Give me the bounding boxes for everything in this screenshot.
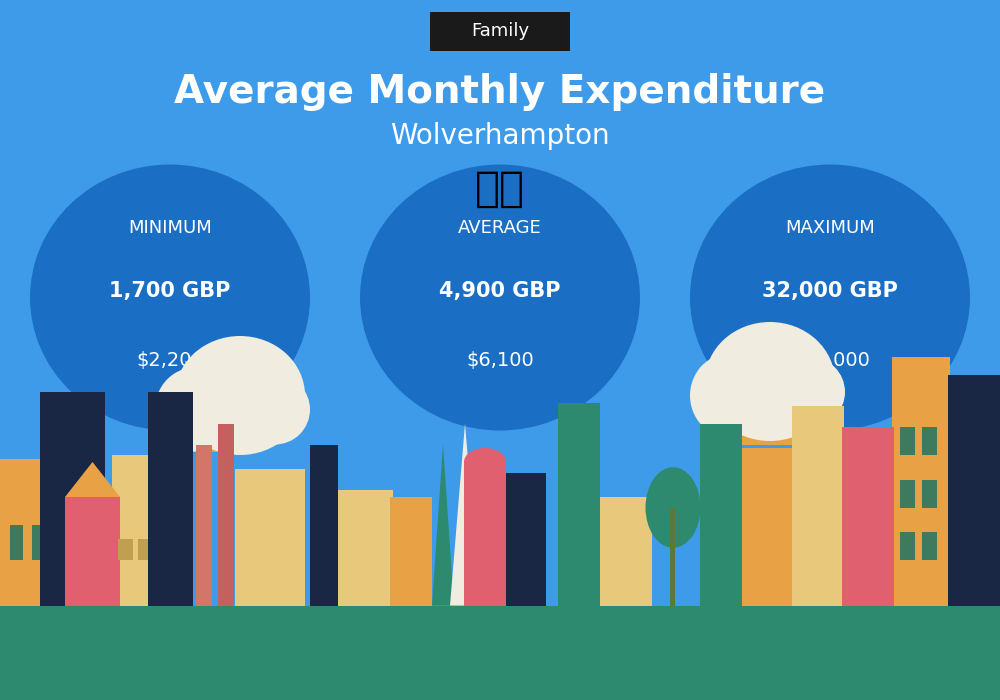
Bar [900,427,915,455]
Text: 1,700 GBP: 1,700 GBP [109,281,231,300]
Bar [185,360,250,452]
Bar [218,424,234,606]
Text: 32,000 GBP: 32,000 GBP [762,281,898,300]
Polygon shape [450,424,480,606]
Bar [922,480,937,508]
Polygon shape [65,462,120,497]
Bar [922,427,937,455]
Bar [900,480,915,508]
Bar [670,508,675,606]
Bar [842,427,894,606]
Bar [390,497,432,606]
Bar [900,532,915,560]
FancyBboxPatch shape [430,12,570,51]
Bar [922,532,937,560]
Bar [600,497,652,606]
Bar [892,357,950,606]
Bar [948,374,1000,606]
Text: $2,200: $2,200 [136,351,204,370]
Bar [700,424,742,606]
Polygon shape [432,444,454,606]
Bar [112,455,167,606]
Bar [148,392,193,606]
Ellipse shape [646,468,700,547]
Ellipse shape [705,322,835,441]
Ellipse shape [30,164,310,430]
Ellipse shape [464,448,506,476]
Bar [32,525,45,560]
Bar [464,462,506,606]
Bar [742,448,794,606]
Ellipse shape [775,357,845,427]
Text: Average Monthly Expenditure: Average Monthly Expenditure [174,74,826,111]
Bar [10,525,23,560]
Ellipse shape [690,164,970,430]
Text: MINIMUM: MINIMUM [128,218,212,237]
Bar [138,539,153,560]
Ellipse shape [360,164,640,430]
Text: Family: Family [471,22,529,41]
Bar [504,473,546,606]
Text: $6,100: $6,100 [466,351,534,370]
Bar [0,458,90,606]
Ellipse shape [240,374,310,444]
Bar [235,469,305,606]
Bar [0,606,1000,700]
Bar [40,392,105,606]
Ellipse shape [690,354,770,438]
Text: AVERAGE: AVERAGE [458,218,542,237]
Text: $40,000: $40,000 [790,351,870,370]
Bar [310,444,338,606]
Bar [558,402,600,606]
Ellipse shape [155,368,235,452]
Bar [196,444,212,606]
Bar [792,406,844,606]
Ellipse shape [175,336,305,455]
Bar [65,497,120,606]
Text: MAXIMUM: MAXIMUM [785,218,875,237]
Bar [740,354,805,444]
Bar [338,490,393,606]
Bar [54,525,67,560]
Text: 🇬🇧: 🇬🇧 [475,168,525,210]
Text: Wolverhampton: Wolverhampton [390,122,610,150]
Bar [118,539,133,560]
Text: 4,900 GBP: 4,900 GBP [439,281,561,300]
